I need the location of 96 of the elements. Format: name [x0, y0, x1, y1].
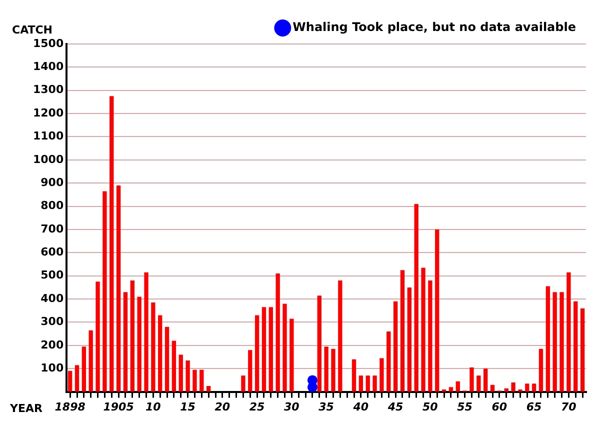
bar [116, 185, 121, 392]
bar [164, 326, 170, 392]
x-tick-label: 30 [284, 400, 300, 414]
x-tick-label: 10 [146, 400, 162, 414]
x-tick-label: 25 [249, 400, 266, 414]
bar [476, 376, 481, 392]
bar [538, 348, 544, 392]
bar [456, 381, 460, 392]
x-tick-label: 40 [352, 400, 369, 414]
bar [192, 370, 197, 392]
y-axis-title: CATCH [12, 23, 53, 36]
x-tick-label: 50 [422, 400, 438, 414]
bar [511, 382, 516, 392]
bar [158, 315, 162, 392]
bar [372, 376, 377, 392]
x-axis-title: YEAR [9, 402, 43, 415]
bar [358, 376, 364, 392]
bar [580, 308, 585, 392]
bar [282, 304, 287, 392]
bar [276, 274, 280, 392]
bar [268, 307, 273, 392]
bar [331, 348, 336, 392]
x-tick-label: 1905 [103, 400, 134, 414]
bar [172, 340, 176, 392]
bar [74, 365, 80, 392]
y-tick-label: 500 [40, 268, 64, 282]
x-tick-label: 55 [457, 400, 473, 414]
x-tick-label: 15 [180, 400, 196, 414]
bar [560, 292, 564, 392]
bar [490, 384, 495, 392]
bar [352, 359, 356, 392]
y-tick-label: 800 [40, 199, 64, 212]
bar [317, 296, 322, 392]
bar [400, 270, 405, 392]
bar [206, 386, 211, 392]
bar [518, 389, 522, 392]
bar [366, 376, 370, 392]
x-tick-label: 60 [492, 400, 508, 414]
y-tick-label: 900 [40, 176, 64, 189]
bar [435, 229, 440, 392]
bar [428, 280, 432, 392]
bar [525, 384, 530, 392]
bar [552, 292, 557, 392]
y-tick-label: 200 [40, 338, 64, 352]
bar [470, 367, 474, 392]
bar [82, 346, 86, 392]
bar [484, 368, 488, 392]
bar [407, 287, 412, 392]
bar [546, 286, 550, 392]
bar [68, 370, 72, 392]
bar [421, 268, 426, 392]
y-tick-label: 600 [40, 246, 64, 259]
bar [88, 330, 93, 392]
bar [144, 272, 148, 392]
y-tick-label: 1200 [32, 106, 64, 120]
legend-label: Whaling Took place, but no data available [292, 20, 576, 34]
bar [200, 370, 204, 392]
bar [96, 282, 100, 392]
y-tick-label: 1300 [32, 83, 64, 96]
bar [151, 302, 156, 392]
x-tick-label: 70 [561, 400, 577, 414]
y-tick-label: 1500 [32, 36, 64, 50]
bar [102, 191, 107, 392]
bar [241, 376, 246, 392]
x-tick-label: 1898 [54, 400, 86, 414]
y-tick-label: 300 [40, 315, 64, 328]
y-tick-label: 400 [40, 292, 64, 305]
bar [290, 318, 294, 392]
bar [178, 354, 183, 392]
bar [324, 346, 328, 392]
y-tick-label: 1400 [32, 60, 64, 74]
bar [393, 301, 398, 392]
bar [110, 96, 114, 392]
bar [532, 384, 536, 392]
y-tick-label: 100 [40, 361, 64, 374]
bar [262, 307, 266, 392]
y-tick-label: 1100 [32, 130, 64, 143]
x-tick-label: 45 [386, 400, 404, 414]
bar [338, 280, 342, 392]
bar [254, 315, 260, 392]
bar [137, 296, 142, 392]
x-tick-label: 65 [526, 400, 542, 414]
bar [574, 301, 578, 392]
bar [123, 292, 128, 392]
x-tick-label: 20 [214, 400, 230, 414]
bar [248, 350, 252, 392]
bar [414, 204, 418, 392]
bar [130, 280, 134, 392]
bar [566, 272, 571, 392]
y-tick-label: 1000 [32, 152, 64, 166]
bar [186, 360, 190, 392]
bar [380, 358, 384, 392]
y-tick-label: 700 [40, 222, 64, 236]
bar [448, 387, 454, 392]
bar [386, 332, 391, 392]
x-tick-label: 35 [318, 400, 334, 414]
